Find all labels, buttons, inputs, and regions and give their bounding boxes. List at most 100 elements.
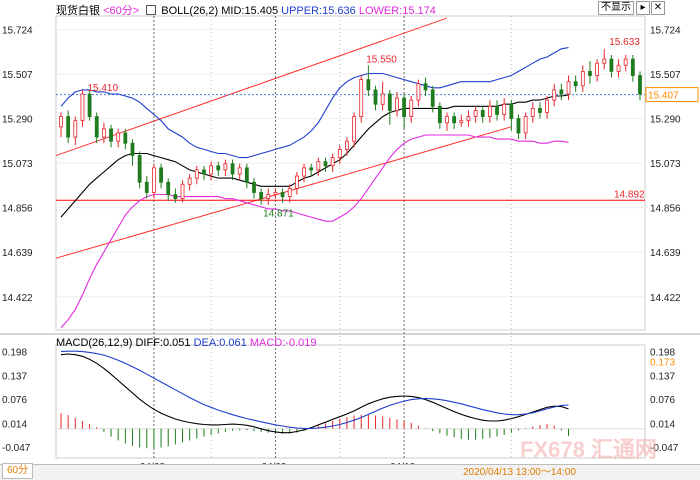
main-y-tick-right: 15.724: [650, 26, 681, 37]
current-price-box: [645, 87, 699, 103]
channel-line-upper: [55, 17, 448, 157]
main-y-tick-left: 15.290: [2, 115, 33, 126]
boll-upper: UPPER:15.636: [281, 5, 356, 17]
candle-body: [252, 181, 256, 193]
candle-body: [223, 163, 228, 171]
candle-body: [580, 71, 585, 87]
candle-body: [144, 181, 149, 193]
candle-body: [202, 169, 206, 175]
candle-body: [373, 89, 378, 105]
candle-body: [573, 81, 578, 87]
boll-upper-line: [60, 47, 569, 159]
candle-body: [395, 97, 399, 111]
candle-body: [166, 181, 171, 195]
candle-body: [487, 105, 492, 117]
candle-body: [216, 165, 221, 171]
price-annotation: 15.550: [366, 54, 397, 65]
macd-y-tick-left: 0.076: [2, 395, 27, 406]
price-header: 现货白银 <60分> BOLL(26,2) MID:15.405 UPPER:1…: [56, 2, 436, 18]
candle-body: [516, 118, 521, 134]
macd-y-tick-left: 0.198: [2, 348, 27, 359]
candle-body: [180, 183, 185, 200]
macd-y-tick-left: -0.047: [2, 443, 31, 454]
candle-body: [602, 58, 607, 64]
boll-mid-line: [60, 94, 569, 218]
price-annotation: 15.410: [87, 83, 118, 94]
candle-body: [59, 116, 63, 128]
candle-body: [309, 167, 314, 171]
candle-body: [352, 116, 356, 142]
candle-body: [109, 128, 113, 142]
candle-body: [259, 192, 264, 200]
macd-dea: DEA:0.061: [193, 337, 247, 349]
candle-body: [194, 169, 199, 179]
expand-arrow-icon[interactable]: ▸: [636, 1, 650, 15]
candle-body: [538, 107, 542, 113]
candle-body: [130, 142, 135, 156]
current-price-label: 15.407: [648, 91, 679, 102]
candle-body: [523, 116, 528, 134]
candle-body: [323, 161, 328, 167]
candle-body: [616, 64, 621, 72]
candle-body: [630, 58, 635, 76]
candle-body: [609, 58, 614, 72]
main-y-tick-left: 14.422: [2, 293, 33, 304]
macd-y-tick-right: 0.014: [650, 419, 675, 430]
candle-body: [230, 163, 235, 175]
candle-body: [530, 107, 535, 117]
candle-body: [237, 167, 242, 175]
main-y-tick-right: 15.290: [650, 115, 681, 126]
main-y-tick-left: 14.856: [2, 204, 33, 215]
boll-lines: [60, 47, 569, 329]
candle-body: [316, 161, 321, 171]
candle-body: [337, 148, 342, 159]
boll-checkbox[interactable]: [146, 5, 157, 15]
candle-body: [116, 132, 121, 142]
candle-body: [273, 192, 278, 195]
macd-y-tick-right: 0.198: [650, 348, 675, 359]
candle-body: [209, 165, 214, 175]
candle-body: [173, 194, 178, 200]
boll-lower-line: [60, 134, 569, 329]
candle-body: [459, 120, 464, 124]
candle-body: [430, 89, 435, 107]
candle-body: [101, 128, 106, 138]
boll-label: BOLL(26,2): [161, 5, 219, 17]
candle-body: [566, 81, 571, 95]
candle-body: [452, 116, 457, 124]
candle-body: [495, 105, 499, 115]
macd-y-tick-left: 0.137: [2, 371, 27, 382]
candle-body: [280, 192, 285, 198]
hide-button[interactable]: 不显示: [598, 1, 634, 15]
candle-body: [588, 71, 592, 76]
boll-lower: LOWER:15.174: [358, 5, 436, 17]
main-y-tick-left: 14.639: [2, 248, 33, 259]
candle-body: [66, 116, 71, 138]
main-y-tick-right: 15.073: [650, 159, 681, 170]
candle-body: [480, 110, 485, 117]
candle-body: [244, 167, 249, 183]
bottom-bar: [0, 464, 700, 480]
macd-y-tick-right: 0.076: [650, 395, 675, 406]
instrument-name: 现货白银: [56, 5, 100, 17]
price-annotation: 15.633: [609, 37, 640, 48]
candle-body: [473, 110, 478, 117]
close-icon[interactable]: ✕: [651, 1, 665, 15]
main-y-tick-right: 15.507: [650, 70, 681, 81]
macd-y-tick-right: 0.137: [650, 371, 675, 382]
candle-body: [623, 58, 628, 66]
candle-body: [466, 116, 471, 122]
candle-body: [123, 132, 128, 144]
candle-body: [159, 167, 163, 183]
candle-body: [94, 116, 99, 138]
candle-body: [152, 167, 156, 193]
candle-body: [287, 187, 292, 198]
macd-diff-line: [60, 353, 569, 434]
candle-body: [502, 103, 507, 115]
macd-value: MACD:-0.019: [249, 337, 317, 349]
candle-body: [409, 99, 414, 117]
main-y-tick-left: 15.724: [2, 26, 33, 37]
macd-frame: [55, 344, 646, 459]
period-tab[interactable]: 60分: [2, 463, 34, 479]
main-y-tick-left: 15.507: [2, 70, 33, 81]
